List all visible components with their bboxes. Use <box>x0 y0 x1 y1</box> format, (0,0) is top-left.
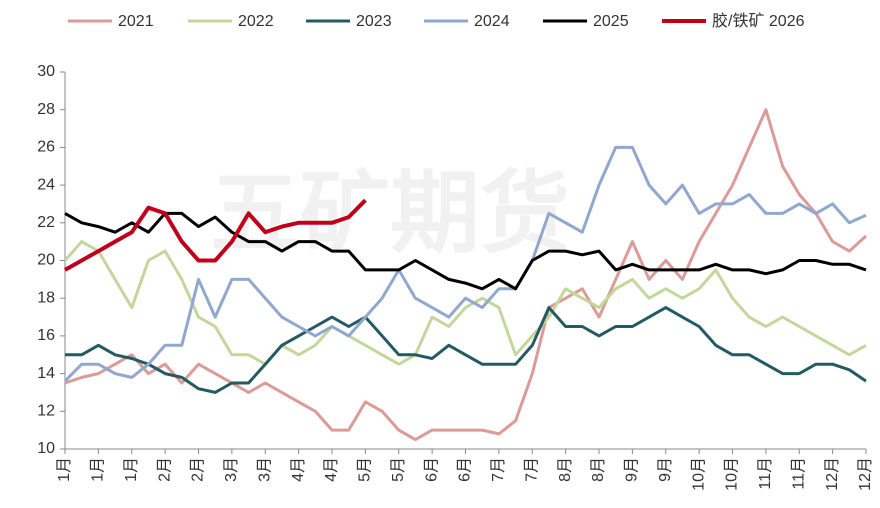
x-tick-label: 12月 <box>824 457 841 491</box>
x-tick-label: 6月 <box>423 457 440 482</box>
y-tick-label: 10 <box>37 440 55 457</box>
legend-label: 胶/铁矿 2026 <box>712 12 805 30</box>
x-tick-label: 2月 <box>156 457 173 482</box>
legend-label: 2024 <box>474 13 510 30</box>
x-tick-label: 5月 <box>357 457 374 482</box>
x-tick-label: 4月 <box>323 457 340 482</box>
x-tick-label: 6月 <box>457 457 474 482</box>
x-tick-label: 1月 <box>90 457 107 482</box>
x-tick-label: 3月 <box>256 457 273 482</box>
y-tick-label: 18 <box>37 289 55 306</box>
watermark: 五矿期货 <box>210 164 570 264</box>
x-tick-label: 11月 <box>790 457 807 490</box>
x-tick-label: 2月 <box>190 457 207 482</box>
legend-label: 2023 <box>356 13 392 30</box>
x-tick-label: 9月 <box>657 457 674 482</box>
x-tick-label: 8月 <box>590 457 607 482</box>
y-tick-label: 20 <box>37 252 55 269</box>
y-tick-label: 16 <box>37 327 55 344</box>
x-tick-label: 8月 <box>557 457 574 482</box>
legend-label: 2021 <box>118 13 154 30</box>
legend-item: 2022 <box>188 13 274 30</box>
y-tick-label: 12 <box>37 403 55 420</box>
legend-label: 2022 <box>238 13 274 30</box>
x-tick-label: 1月 <box>123 457 140 482</box>
legend-item: 2021 <box>68 13 154 30</box>
x-tick-label: 3月 <box>223 457 240 482</box>
legend-item: 2025 <box>543 13 629 30</box>
series-line <box>64 198 367 272</box>
y-tick-label: 30 <box>37 63 55 80</box>
y-tick-label: 24 <box>37 176 55 193</box>
y-tick-label: 22 <box>37 214 55 231</box>
series-line <box>63 145 867 383</box>
x-tick-label: 10月 <box>690 457 707 491</box>
series-line <box>64 211 867 291</box>
legend-item: 2023 <box>306 13 392 30</box>
x-tick-label: 9月 <box>624 457 641 482</box>
x-tick-label: 11月 <box>757 457 774 490</box>
y-tick-label: 14 <box>37 365 55 382</box>
legend-item: 2024 <box>424 13 510 30</box>
legend-item: 胶/铁矿 2026 <box>662 12 805 30</box>
y-tick-label: 26 <box>37 139 55 156</box>
x-tick-label: 4月 <box>290 457 307 482</box>
x-tick-label: 1月 <box>56 457 73 482</box>
x-tick-label: 5月 <box>390 457 407 482</box>
x-tick-label: 10月 <box>724 457 741 491</box>
series-line <box>64 108 868 442</box>
x-tick-label: 12月 <box>857 457 874 491</box>
series-line <box>65 306 867 394</box>
x-tick-label: 7月 <box>523 457 540 482</box>
x-tick-label: 7月 <box>490 457 507 482</box>
legend-label: 2025 <box>593 13 629 30</box>
y-tick-label: 28 <box>37 101 55 118</box>
series-line <box>63 240 867 366</box>
